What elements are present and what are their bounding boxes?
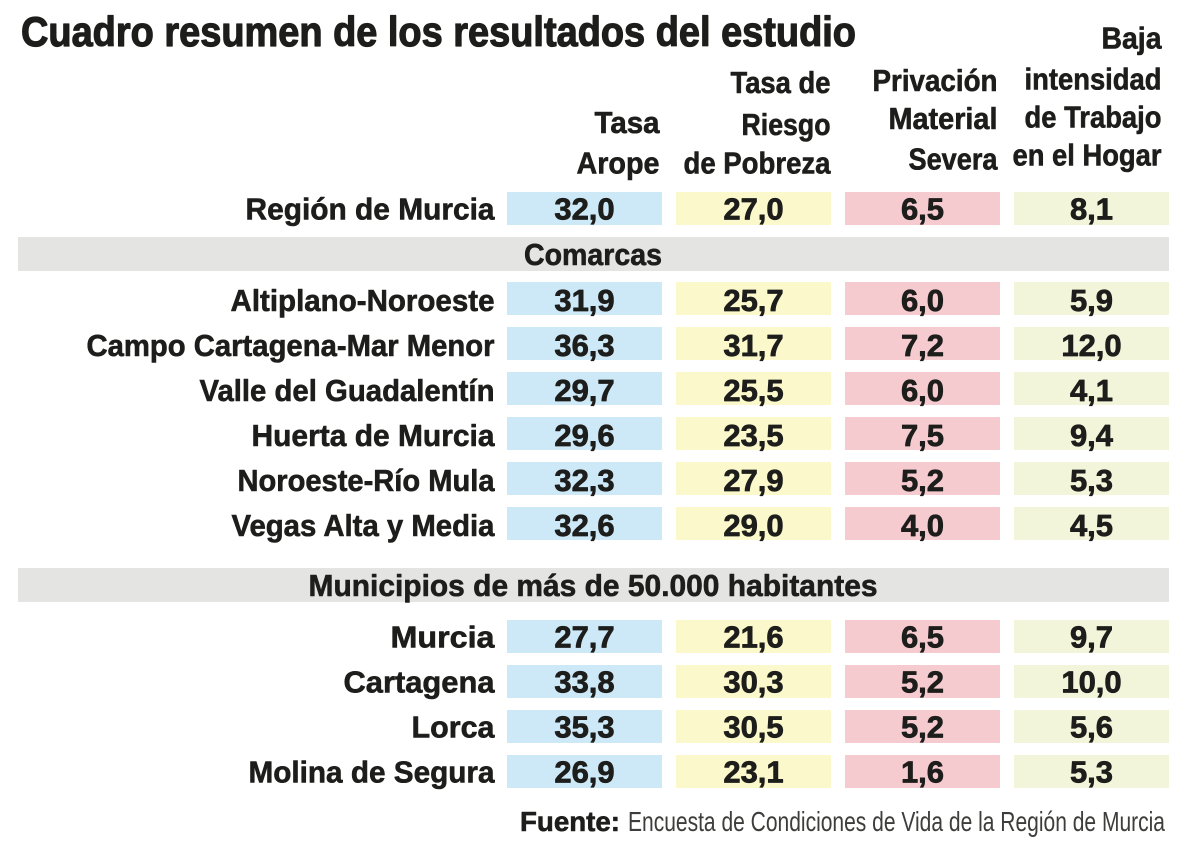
svg-text:Cuadro resumen de los resultad: Cuadro resumen de los resultados del est… (21, 8, 856, 55)
svg-text:Tasa: Tasa (595, 105, 661, 140)
svg-text:Noroeste-Río Mula: Noroeste-Río Mula (238, 463, 496, 498)
svg-text:Arope: Arope (577, 146, 660, 181)
svg-text:Lorca: Lorca (412, 710, 496, 745)
svg-text:5,3: 5,3 (1070, 463, 1113, 498)
svg-text:Riesgo: Riesgo (742, 107, 831, 142)
svg-text:Campo Cartagena-Mar Menor: Campo Cartagena-Mar Menor (87, 328, 495, 363)
svg-text:4,1: 4,1 (1070, 373, 1113, 408)
svg-text:6,5: 6,5 (901, 620, 944, 655)
svg-text:30,3: 30,3 (723, 665, 783, 700)
svg-text:Cartagena: Cartagena (344, 665, 496, 700)
svg-text:intensidad: intensidad (1025, 62, 1162, 97)
svg-text:Región de Murcia: Región de Murcia (246, 192, 496, 227)
svg-text:33,8: 33,8 (554, 665, 614, 700)
svg-text:23,1: 23,1 (723, 755, 783, 790)
svg-text:1,6: 1,6 (901, 755, 944, 790)
svg-text:en el Hogar: en el Hogar (1013, 138, 1162, 173)
svg-text:de Trabajo: de Trabajo (1025, 100, 1162, 135)
svg-text:6,5: 6,5 (901, 192, 944, 227)
svg-text:Valle del Guadalentín: Valle del Guadalentín (200, 373, 495, 408)
svg-text:27,0: 27,0 (723, 192, 783, 227)
svg-text:5,2: 5,2 (901, 665, 944, 700)
svg-text:Municipios de más de 50.000 ha: Municipios de más de 50.000 habitantes (309, 568, 878, 603)
svg-text:25,7: 25,7 (723, 283, 783, 318)
svg-text:21,6: 21,6 (723, 620, 783, 655)
svg-text:23,5: 23,5 (723, 418, 783, 453)
svg-text:5,6: 5,6 (1070, 710, 1113, 745)
svg-text:5,2: 5,2 (901, 710, 944, 745)
svg-text:31,9: 31,9 (554, 283, 614, 318)
svg-text:29,6: 29,6 (554, 418, 614, 453)
svg-text:4,5: 4,5 (1070, 508, 1113, 543)
svg-text:Encuesta de Condiciones de Vid: Encuesta de Condiciones de Vida de la Re… (628, 806, 1165, 837)
svg-text:32,0: 32,0 (554, 192, 614, 227)
svg-text:8,1: 8,1 (1070, 192, 1113, 227)
svg-text:27,9: 27,9 (723, 463, 783, 498)
svg-text:Murcia: Murcia (391, 620, 496, 655)
svg-text:4,0: 4,0 (901, 508, 944, 543)
svg-text:9,4: 9,4 (1070, 418, 1114, 453)
svg-text:de Pobreza: de Pobreza (684, 146, 832, 181)
svg-text:32,6: 32,6 (554, 508, 614, 543)
svg-text:12,0: 12,0 (1061, 328, 1121, 363)
svg-text:27,7: 27,7 (554, 620, 614, 655)
svg-text:10,0: 10,0 (1061, 665, 1121, 700)
svg-text:32,3: 32,3 (554, 463, 614, 498)
svg-text:9,7: 9,7 (1070, 620, 1113, 655)
svg-text:Tasa de: Tasa de (731, 65, 831, 100)
svg-text:36,3: 36,3 (554, 328, 614, 363)
svg-text:Molina de Segura: Molina de Segura (249, 755, 496, 790)
svg-text:7,2: 7,2 (901, 328, 944, 363)
svg-text:Fuente:: Fuente: (520, 806, 620, 837)
svg-text:30,5: 30,5 (723, 710, 783, 745)
svg-text:Comarcas: Comarcas (524, 237, 662, 272)
svg-text:Altiplano-Noroeste: Altiplano-Noroeste (231, 283, 495, 318)
svg-text:35,3: 35,3 (554, 710, 614, 745)
svg-text:Material: Material (889, 101, 998, 136)
svg-text:6,0: 6,0 (901, 283, 944, 318)
svg-text:26,9: 26,9 (554, 755, 614, 790)
svg-text:6,0: 6,0 (901, 373, 944, 408)
svg-text:7,5: 7,5 (901, 418, 944, 453)
svg-text:5,2: 5,2 (901, 463, 944, 498)
svg-text:5,3: 5,3 (1070, 755, 1113, 790)
svg-text:Severa: Severa (909, 142, 999, 177)
svg-text:5,9: 5,9 (1070, 283, 1113, 318)
svg-text:Baja: Baja (1102, 21, 1163, 56)
svg-text:31,7: 31,7 (723, 328, 783, 363)
svg-text:Huerta de Murcia: Huerta de Murcia (252, 418, 496, 453)
svg-text:Vegas Alta y Media: Vegas Alta y Media (232, 508, 496, 543)
svg-text:29,7: 29,7 (554, 373, 614, 408)
svg-text:Privación: Privación (873, 63, 998, 98)
svg-text:25,5: 25,5 (723, 373, 783, 408)
svg-text:29,0: 29,0 (723, 508, 783, 543)
